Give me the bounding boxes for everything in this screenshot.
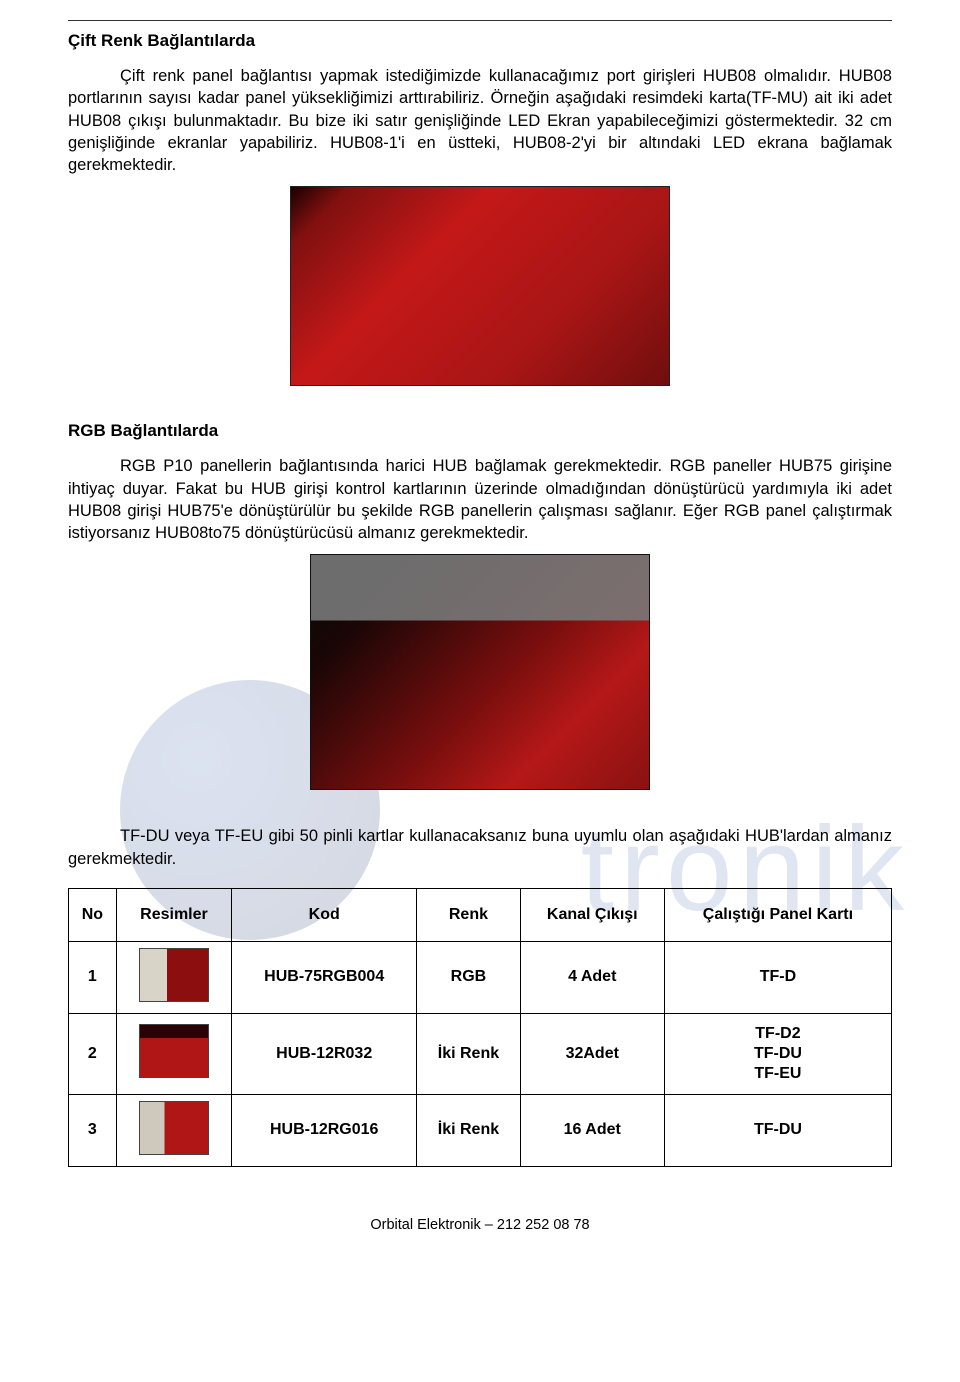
- cell-kart: TF-D2TF-DUTF-EU: [664, 1013, 891, 1094]
- hub75-board-image: [310, 554, 650, 790]
- cell-no: 2: [69, 1013, 117, 1094]
- cell-kanal: 16 Adet: [520, 1094, 664, 1166]
- cell-kart: TF-D: [664, 941, 891, 1013]
- cell-image: [116, 941, 231, 1013]
- hub-thumb-3: [139, 1101, 209, 1155]
- cell-no: 1: [69, 941, 117, 1013]
- image-block-tfmu: [68, 186, 892, 391]
- cell-kart: TF-DU: [664, 1094, 891, 1166]
- th-kanal: Kanal Çıkışı: [520, 888, 664, 941]
- section2-paragraph: RGB P10 panellerin bağlantısında harici …: [68, 455, 892, 544]
- cell-kod: HUB-12RG016: [232, 1094, 417, 1166]
- image-block-hub75: [68, 554, 892, 795]
- cell-image: [116, 1013, 231, 1094]
- section1-paragraph: Çift renk panel bağlantısı yapmak istedi…: [68, 65, 892, 176]
- th-no: No: [69, 888, 117, 941]
- cell-kod: HUB-75RGB004: [232, 941, 417, 1013]
- th-kod: Kod: [232, 888, 417, 941]
- page-footer: Orbital Elektronik – 212 252 08 78: [68, 1217, 892, 1233]
- hub-thumb-1: [139, 948, 209, 1002]
- table-row: 1 HUB-75RGB004 RGB 4 Adet TF-D: [69, 941, 892, 1013]
- tfmu-board-image: [290, 186, 670, 386]
- hub-thumb-2: [139, 1024, 209, 1078]
- table-header-row: No Resimler Kod Renk Kanal Çıkışı Çalışt…: [69, 888, 892, 941]
- cell-no: 3: [69, 1094, 117, 1166]
- header-divider: [68, 20, 892, 21]
- hub-note: TF-DU veya TF-EU gibi 50 pinli kartlar k…: [68, 825, 892, 870]
- section1-title: Çift Renk Bağlantılarda: [68, 31, 892, 51]
- table-row: 2 HUB-12R032 İki Renk 32Adet TF-D2TF-DUT…: [69, 1013, 892, 1094]
- th-resimler: Resimler: [116, 888, 231, 941]
- cell-renk: İki Renk: [417, 1013, 520, 1094]
- th-kart: Çalıştığı Panel Kartı: [664, 888, 891, 941]
- th-renk: Renk: [417, 888, 520, 941]
- table-row: 3 HUB-12RG016 İki Renk 16 Adet TF-DU: [69, 1094, 892, 1166]
- cell-kod: HUB-12R032: [232, 1013, 417, 1094]
- cell-kanal: 4 Adet: [520, 941, 664, 1013]
- cell-image: [116, 1094, 231, 1166]
- cell-renk: RGB: [417, 941, 520, 1013]
- cell-renk: İki Renk: [417, 1094, 520, 1166]
- hub-table: No Resimler Kod Renk Kanal Çıkışı Çalışt…: [68, 888, 892, 1167]
- section2-title: RGB Bağlantılarda: [68, 421, 892, 441]
- cell-kanal: 32Adet: [520, 1013, 664, 1094]
